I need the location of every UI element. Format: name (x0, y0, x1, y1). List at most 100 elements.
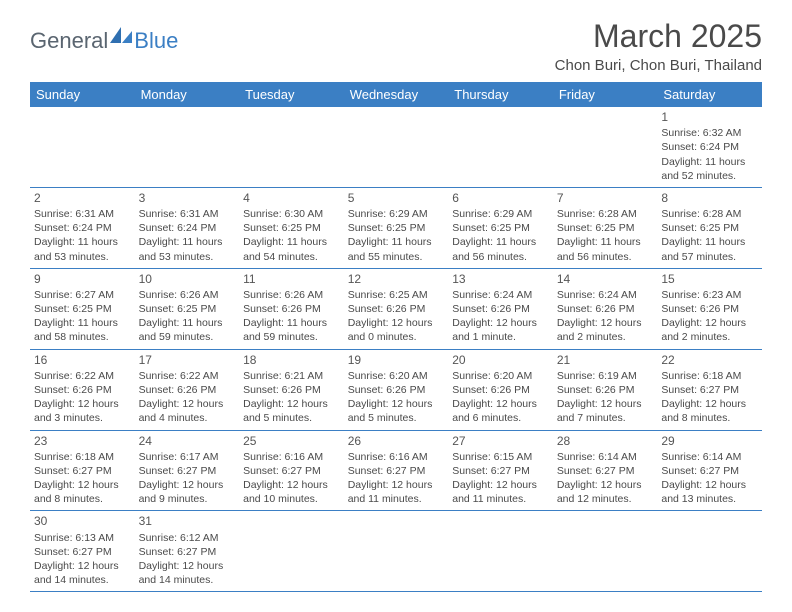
sunset-text: Sunset: 6:26 PM (661, 302, 758, 316)
day-number: 16 (34, 352, 131, 368)
sunrise-text: Sunrise: 6:14 AM (557, 450, 654, 464)
calendar-day-cell: 7Sunrise: 6:28 AMSunset: 6:25 PMDaylight… (553, 187, 658, 268)
calendar-day-cell (30, 107, 135, 187)
daylight-text: Daylight: 12 hours (452, 316, 549, 330)
day-number: 7 (557, 190, 654, 206)
daylight-text: and 58 minutes. (34, 330, 131, 344)
title-block: March 2025 Chon Buri, Chon Buri, Thailan… (555, 18, 762, 74)
sunrise-text: Sunrise: 6:24 AM (452, 288, 549, 302)
daylight-text: Daylight: 11 hours (34, 316, 131, 330)
calendar-day-cell: 21Sunrise: 6:19 AMSunset: 6:26 PMDayligh… (553, 349, 658, 430)
daylight-text: and 0 minutes. (348, 330, 445, 344)
day-header: Saturday (657, 82, 762, 107)
logo: General Blue (30, 18, 178, 54)
daylight-text: and 1 minute. (452, 330, 549, 344)
daylight-text: Daylight: 12 hours (452, 478, 549, 492)
day-number: 19 (348, 352, 445, 368)
sunset-text: Sunset: 6:27 PM (452, 464, 549, 478)
daylight-text: Daylight: 12 hours (557, 316, 654, 330)
sunrise-text: Sunrise: 6:29 AM (348, 207, 445, 221)
sunrise-text: Sunrise: 6:32 AM (661, 126, 758, 140)
daylight-text: and 59 minutes. (243, 330, 340, 344)
day-number: 8 (661, 190, 758, 206)
sunset-text: Sunset: 6:25 PM (452, 221, 549, 235)
day-number: 23 (34, 433, 131, 449)
daylight-text: Daylight: 12 hours (34, 559, 131, 573)
calendar-day-cell: 24Sunrise: 6:17 AMSunset: 6:27 PMDayligh… (135, 430, 240, 511)
daylight-text: and 5 minutes. (243, 411, 340, 425)
calendar-week-row: 23Sunrise: 6:18 AMSunset: 6:27 PMDayligh… (30, 430, 762, 511)
calendar-day-cell: 25Sunrise: 6:16 AMSunset: 6:27 PMDayligh… (239, 430, 344, 511)
daylight-text: and 9 minutes. (139, 492, 236, 506)
daylight-text: Daylight: 11 hours (139, 235, 236, 249)
calendar-week-row: 2Sunrise: 6:31 AMSunset: 6:24 PMDaylight… (30, 187, 762, 268)
logo-sail-icon (108, 25, 134, 45)
sunset-text: Sunset: 6:27 PM (34, 545, 131, 559)
daylight-text: and 55 minutes. (348, 250, 445, 264)
daylight-text: and 3 minutes. (34, 411, 131, 425)
calendar-day-cell (344, 511, 449, 592)
day-number: 13 (452, 271, 549, 287)
daylight-text: and 13 minutes. (661, 492, 758, 506)
daylight-text: Daylight: 12 hours (139, 478, 236, 492)
calendar-day-cell: 23Sunrise: 6:18 AMSunset: 6:27 PMDayligh… (30, 430, 135, 511)
sunset-text: Sunset: 6:27 PM (34, 464, 131, 478)
sunset-text: Sunset: 6:24 PM (661, 140, 758, 154)
day-number: 3 (139, 190, 236, 206)
calendar-day-cell (239, 511, 344, 592)
sunset-text: Sunset: 6:26 PM (452, 302, 549, 316)
daylight-text: Daylight: 12 hours (557, 397, 654, 411)
day-number: 9 (34, 271, 131, 287)
calendar-day-cell: 27Sunrise: 6:15 AMSunset: 6:27 PMDayligh… (448, 430, 553, 511)
day-number: 6 (452, 190, 549, 206)
daylight-text: and 2 minutes. (661, 330, 758, 344)
day-number: 26 (348, 433, 445, 449)
day-number: 14 (557, 271, 654, 287)
calendar-day-cell: 9Sunrise: 6:27 AMSunset: 6:25 PMDaylight… (30, 268, 135, 349)
daylight-text: and 57 minutes. (661, 250, 758, 264)
calendar-day-cell (448, 107, 553, 187)
calendar-day-cell: 2Sunrise: 6:31 AMSunset: 6:24 PMDaylight… (30, 187, 135, 268)
sunset-text: Sunset: 6:25 PM (348, 221, 445, 235)
day-number: 21 (557, 352, 654, 368)
sunset-text: Sunset: 6:27 PM (661, 464, 758, 478)
daylight-text: and 53 minutes. (34, 250, 131, 264)
sunset-text: Sunset: 6:27 PM (139, 545, 236, 559)
calendar-day-cell: 19Sunrise: 6:20 AMSunset: 6:26 PMDayligh… (344, 349, 449, 430)
day-number: 10 (139, 271, 236, 287)
day-number: 15 (661, 271, 758, 287)
calendar-day-cell (239, 107, 344, 187)
sunrise-text: Sunrise: 6:28 AM (661, 207, 758, 221)
daylight-text: Daylight: 12 hours (557, 478, 654, 492)
sunrise-text: Sunrise: 6:14 AM (661, 450, 758, 464)
daylight-text: Daylight: 12 hours (34, 397, 131, 411)
calendar-day-cell (135, 107, 240, 187)
daylight-text: and 4 minutes. (139, 411, 236, 425)
day-number: 12 (348, 271, 445, 287)
sunrise-text: Sunrise: 6:22 AM (139, 369, 236, 383)
daylight-text: and 5 minutes. (348, 411, 445, 425)
calendar-day-cell (553, 511, 658, 592)
day-number: 30 (34, 513, 131, 529)
daylight-text: and 8 minutes. (661, 411, 758, 425)
logo-text-general: General (30, 28, 108, 54)
sunrise-text: Sunrise: 6:21 AM (243, 369, 340, 383)
calendar-day-cell: 16Sunrise: 6:22 AMSunset: 6:26 PMDayligh… (30, 349, 135, 430)
sunrise-text: Sunrise: 6:27 AM (34, 288, 131, 302)
calendar-day-cell: 22Sunrise: 6:18 AMSunset: 6:27 PMDayligh… (657, 349, 762, 430)
day-header: Thursday (448, 82, 553, 107)
sunrise-text: Sunrise: 6:31 AM (139, 207, 236, 221)
day-number: 28 (557, 433, 654, 449)
calendar-day-cell: 8Sunrise: 6:28 AMSunset: 6:25 PMDaylight… (657, 187, 762, 268)
daylight-text: and 59 minutes. (139, 330, 236, 344)
daylight-text: Daylight: 12 hours (661, 316, 758, 330)
sunset-text: Sunset: 6:25 PM (661, 221, 758, 235)
calendar-day-cell: 26Sunrise: 6:16 AMSunset: 6:27 PMDayligh… (344, 430, 449, 511)
sunrise-text: Sunrise: 6:18 AM (661, 369, 758, 383)
sunrise-text: Sunrise: 6:15 AM (452, 450, 549, 464)
daylight-text: Daylight: 12 hours (139, 397, 236, 411)
daylight-text: and 10 minutes. (243, 492, 340, 506)
day-number: 20 (452, 352, 549, 368)
day-number: 1 (661, 109, 758, 125)
sunrise-text: Sunrise: 6:22 AM (34, 369, 131, 383)
